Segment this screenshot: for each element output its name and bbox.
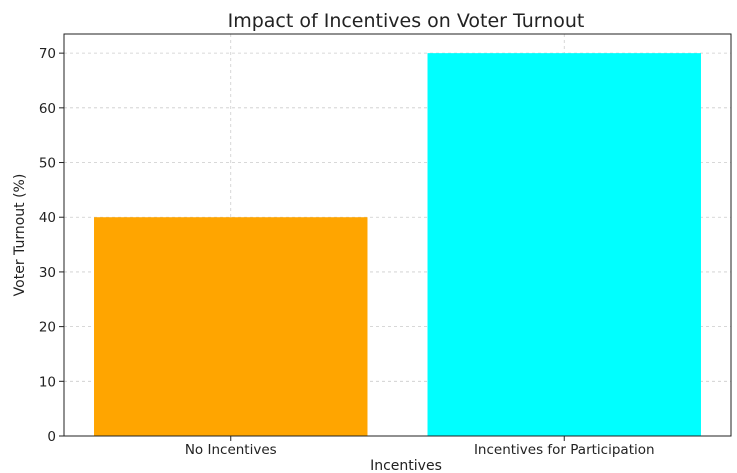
x-tick-label: No Incentives xyxy=(185,442,277,458)
y-tick-label: 10 xyxy=(39,374,56,390)
y-tick-label: 40 xyxy=(39,210,56,226)
y-tick-label: 70 xyxy=(39,46,56,62)
y-tick-label: 30 xyxy=(39,265,56,281)
y-axis: 0 10 20 30 40 50 60 70 xyxy=(39,46,64,445)
x-axis-label: Incentives xyxy=(370,458,442,473)
y-tick-label: 60 xyxy=(39,101,56,117)
plot-frame xyxy=(63,33,732,437)
y-tick-label: 20 xyxy=(39,320,56,336)
x-axis: No Incentives Incentives for Participatio… xyxy=(185,436,655,458)
y-tick-label: 0 xyxy=(47,429,56,445)
y-axis-label: Voter Turnout (%) xyxy=(12,174,28,297)
chart-title: Impact of Incentives on Voter Turnout xyxy=(228,10,585,32)
x-tick-label: Incentives for Participation xyxy=(474,442,655,458)
bar-no-incentives xyxy=(94,217,368,436)
bar-incentives-for-participation xyxy=(427,53,701,437)
bars xyxy=(94,53,701,437)
y-tick-label: 50 xyxy=(39,156,56,172)
